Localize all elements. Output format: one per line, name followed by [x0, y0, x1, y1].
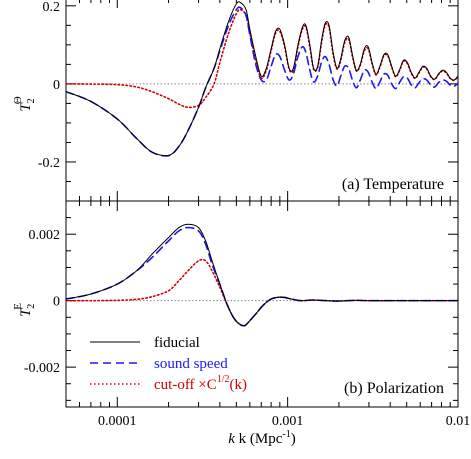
panel-b-ylabel: T2E [12, 303, 37, 317]
panel-a-ticks [65, 0, 459, 201]
y-tick-label: 0 [53, 78, 60, 93]
series-line-fiducial [65, 1, 459, 157]
panel-b-series [65, 223, 459, 327]
panel-a-y-tick-labels: 0.2 0 -0.2 [38, 0, 60, 171]
y-tick-label: 0.2 [43, 0, 61, 15]
legend-label-fiducial: fiducial [154, 335, 200, 351]
legend-label-cutoff: cut-off ×C1/2(k) [154, 374, 247, 393]
panel-b-frame [65, 200, 459, 408]
panel-b-label: (b) Polarization [344, 380, 444, 397]
panel-b-ticks [65, 201, 459, 407]
panel-temperature: 0.2 0 -0.2 (a) Temperature T2Θ [12, 0, 459, 202]
x-tick-label: 0.0001 [98, 414, 137, 429]
panel-a-series [65, 1, 459, 157]
series-line-cutoff [65, 8, 459, 109]
series-line-fiducial [65, 223, 459, 327]
series-line-sound-speed [65, 6, 459, 157]
series-line-cutoff [65, 258, 459, 327]
y-tick-label: 0 [53, 295, 60, 310]
x-axis-label: k k (Mpc-1) [228, 429, 296, 447]
series-line-sound-speed [65, 226, 459, 327]
panel-a-ylabel: T2Θ [12, 96, 37, 111]
legend-label-sound-speed: sound speed [154, 356, 228, 372]
panel-polarization: 0.002 0 -0.002 0.0001 0.001 0.01 (b) Polariz… [12, 200, 470, 447]
y-tick-label: -0.002 [24, 361, 60, 376]
panel-a-label: (a) Temperature [342, 176, 444, 193]
x-tick-label: 0.001 [272, 414, 304, 429]
y-tick-label: -0.2 [38, 156, 60, 171]
x-tick-label: 0.01 [446, 414, 471, 429]
x-tick-labels: 0.0001 0.001 0.01 [98, 414, 470, 429]
legend: fiducial sound speed cut-off ×C1/2(k) [90, 335, 247, 393]
panel-b-y-tick-labels: 0.002 0 -0.002 [24, 228, 60, 376]
y-tick-label: 0.002 [29, 228, 61, 243]
panel-a-frame [65, 0, 459, 202]
